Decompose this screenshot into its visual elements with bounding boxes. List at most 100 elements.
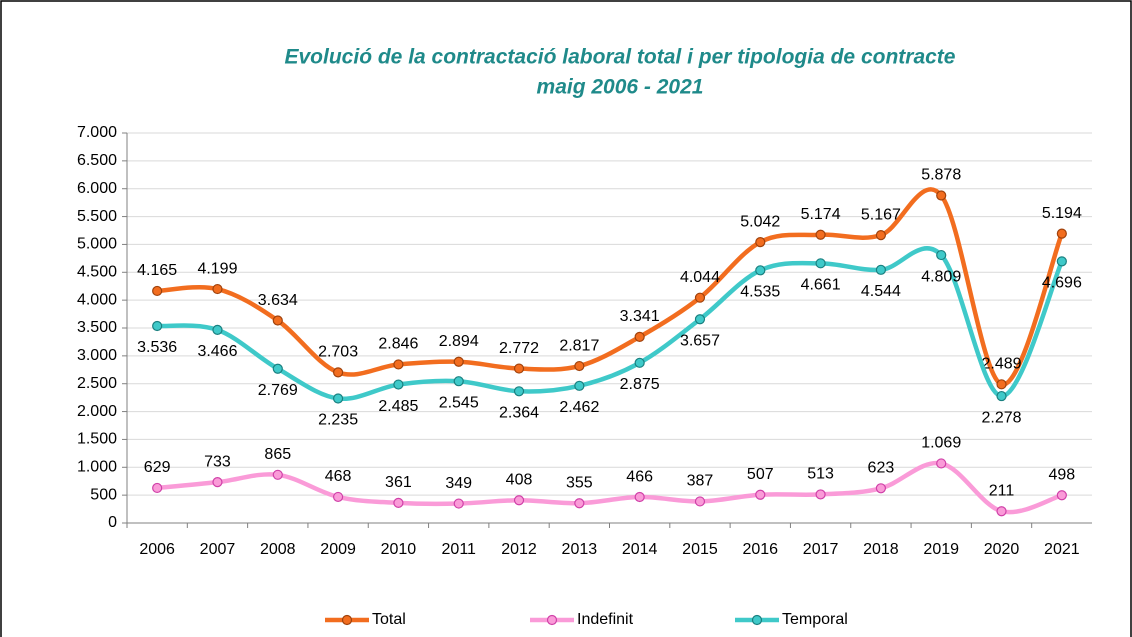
data-point <box>936 190 947 201</box>
data-label: 2.278 <box>982 409 1022 426</box>
x-tick-label: 2011 <box>442 541 477 558</box>
y-tick-label: 1.000 <box>77 459 117 476</box>
data-point <box>634 357 645 368</box>
data-label: 2.364 <box>499 405 539 422</box>
data-point <box>694 314 706 325</box>
y-tick-label: 2.500 <box>77 375 117 392</box>
data-point <box>212 283 223 295</box>
data-label: 623 <box>868 460 895 477</box>
data-label: 4.661 <box>801 277 841 294</box>
data-point <box>332 367 344 378</box>
data-label: 4.696 <box>1042 275 1082 292</box>
data-point <box>755 236 766 248</box>
data-label: 408 <box>506 471 533 488</box>
data-point <box>815 258 826 269</box>
x-tick-label: 2012 <box>501 541 537 558</box>
data-label: 5.167 <box>861 206 901 223</box>
data-label: 4.165 <box>137 262 177 279</box>
data-label: 2.489 <box>982 356 1022 373</box>
data-point <box>272 363 283 374</box>
y-tick-label: 3.500 <box>77 319 117 336</box>
data-point <box>815 229 826 240</box>
chart-subtitle: maig 2006 - 2021 <box>537 76 704 99</box>
data-point <box>996 506 1007 517</box>
data-label: 2.772 <box>499 340 539 357</box>
y-tick-label: 1.500 <box>77 431 117 448</box>
legend-label: Temporal <box>782 611 848 628</box>
x-tick-label: 2007 <box>200 541 236 558</box>
data-label: 733 <box>204 453 231 470</box>
data-point <box>875 264 887 275</box>
chart-title: Evolució de la contractació laboral tota… <box>285 46 956 69</box>
data-point <box>453 498 464 509</box>
data-point <box>393 359 404 370</box>
y-tick-label: 7.000 <box>77 124 117 141</box>
data-point <box>272 315 283 326</box>
data-label: 865 <box>264 446 291 463</box>
data-label: 2.545 <box>439 394 479 411</box>
data-label: 355 <box>566 474 593 491</box>
x-tick-label: 2017 <box>803 541 839 558</box>
data-label: 3.341 <box>620 308 660 325</box>
data-label: 2.894 <box>439 333 479 350</box>
data-point <box>574 498 585 509</box>
data-label: 1.069 <box>921 435 961 452</box>
data-label: 2.769 <box>258 382 298 399</box>
x-tick-label: 2019 <box>923 541 959 558</box>
data-point <box>694 292 706 303</box>
x-tick-label: 2018 <box>863 541 899 558</box>
data-point <box>453 356 464 367</box>
data-point <box>875 483 887 494</box>
data-point <box>212 477 223 488</box>
data-point <box>332 393 344 404</box>
y-tick-label: 5.500 <box>77 208 117 225</box>
data-point <box>815 489 826 500</box>
y-tick-label: 4.500 <box>77 264 117 281</box>
legend-marker <box>341 614 353 626</box>
data-point <box>634 491 645 503</box>
data-label: 498 <box>1048 466 1075 483</box>
data-point <box>152 320 163 332</box>
data-label: 2.235 <box>318 412 358 429</box>
data-point <box>755 265 766 276</box>
x-tick-label: 2013 <box>562 541 598 558</box>
y-tick-label: 4.000 <box>77 291 117 308</box>
data-label: 2.817 <box>559 337 599 354</box>
y-tick-label: 3.000 <box>77 347 117 364</box>
data-label: 387 <box>687 473 714 490</box>
data-point <box>152 482 163 494</box>
data-point <box>996 379 1007 390</box>
y-tick-label: 6.000 <box>77 180 117 197</box>
data-label: 211 <box>989 482 1015 499</box>
data-point <box>1056 490 1067 501</box>
data-point <box>1056 256 1067 267</box>
data-label: 468 <box>325 468 352 485</box>
data-point <box>212 324 223 335</box>
y-tick-label: 5.000 <box>77 236 117 253</box>
data-point <box>1056 228 1067 239</box>
x-tick-label: 2020 <box>984 541 1020 558</box>
data-point <box>694 496 706 507</box>
data-label: 3.466 <box>197 343 237 360</box>
x-tick-label: 2015 <box>682 541 718 558</box>
data-label: 349 <box>445 475 472 492</box>
data-label: 507 <box>747 466 774 483</box>
data-label: 4.199 <box>197 260 237 277</box>
y-tick-label: 2.000 <box>77 403 117 420</box>
data-point <box>574 360 585 372</box>
data-label: 3.634 <box>258 292 298 309</box>
y-tick-label: 6.500 <box>77 152 117 169</box>
data-point <box>634 331 645 342</box>
data-label: 5.174 <box>801 206 841 223</box>
data-label: 2.485 <box>378 398 418 415</box>
data-point <box>875 230 887 241</box>
data-label: 5.042 <box>740 213 780 230</box>
y-tick-label: 0 <box>108 514 117 531</box>
legend-label: Indefinit <box>577 611 634 628</box>
data-label: 466 <box>626 468 653 485</box>
data-point <box>574 380 585 391</box>
data-point <box>272 469 283 480</box>
data-label: 629 <box>144 459 171 476</box>
